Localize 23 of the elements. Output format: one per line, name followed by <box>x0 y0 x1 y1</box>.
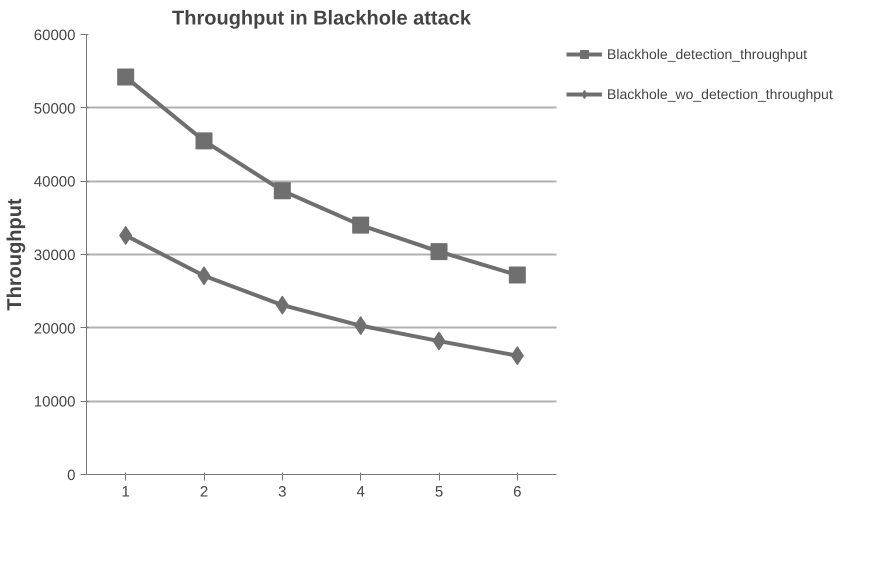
y-tick-label: 60000 <box>34 27 76 44</box>
point <box>508 266 526 284</box>
x-tick-label: 4 <box>356 484 365 500</box>
x-tick-label: 6 <box>513 484 522 500</box>
point <box>274 182 291 200</box>
y-tick-label: 50000 <box>34 100 76 118</box>
y-tick-label: 40000 <box>34 174 76 191</box>
y-tick-label: 10000 <box>34 394 76 411</box>
point <box>196 132 212 150</box>
point <box>352 216 370 234</box>
x-tick-label: 5 <box>434 484 444 500</box>
legend-label: Blackhole_wo_detection_throughput <box>607 86 833 102</box>
x-tick-label: 1 <box>121 484 130 500</box>
y-tick-label: 0 <box>67 467 76 484</box>
x-tick-label: 3 <box>278 484 287 500</box>
legend-label: Blackhole_detection_throughput <box>607 46 808 62</box>
point <box>430 243 448 260</box>
x-tick-label: 2 <box>200 484 208 500</box>
point <box>117 68 134 86</box>
chart-title: Throughput in Blackhole attack <box>172 8 472 30</box>
y-tick-label: 30000 <box>34 247 76 264</box>
y-axis-title: Throughput <box>4 198 26 311</box>
y-tick-label: 20000 <box>34 320 76 338</box>
